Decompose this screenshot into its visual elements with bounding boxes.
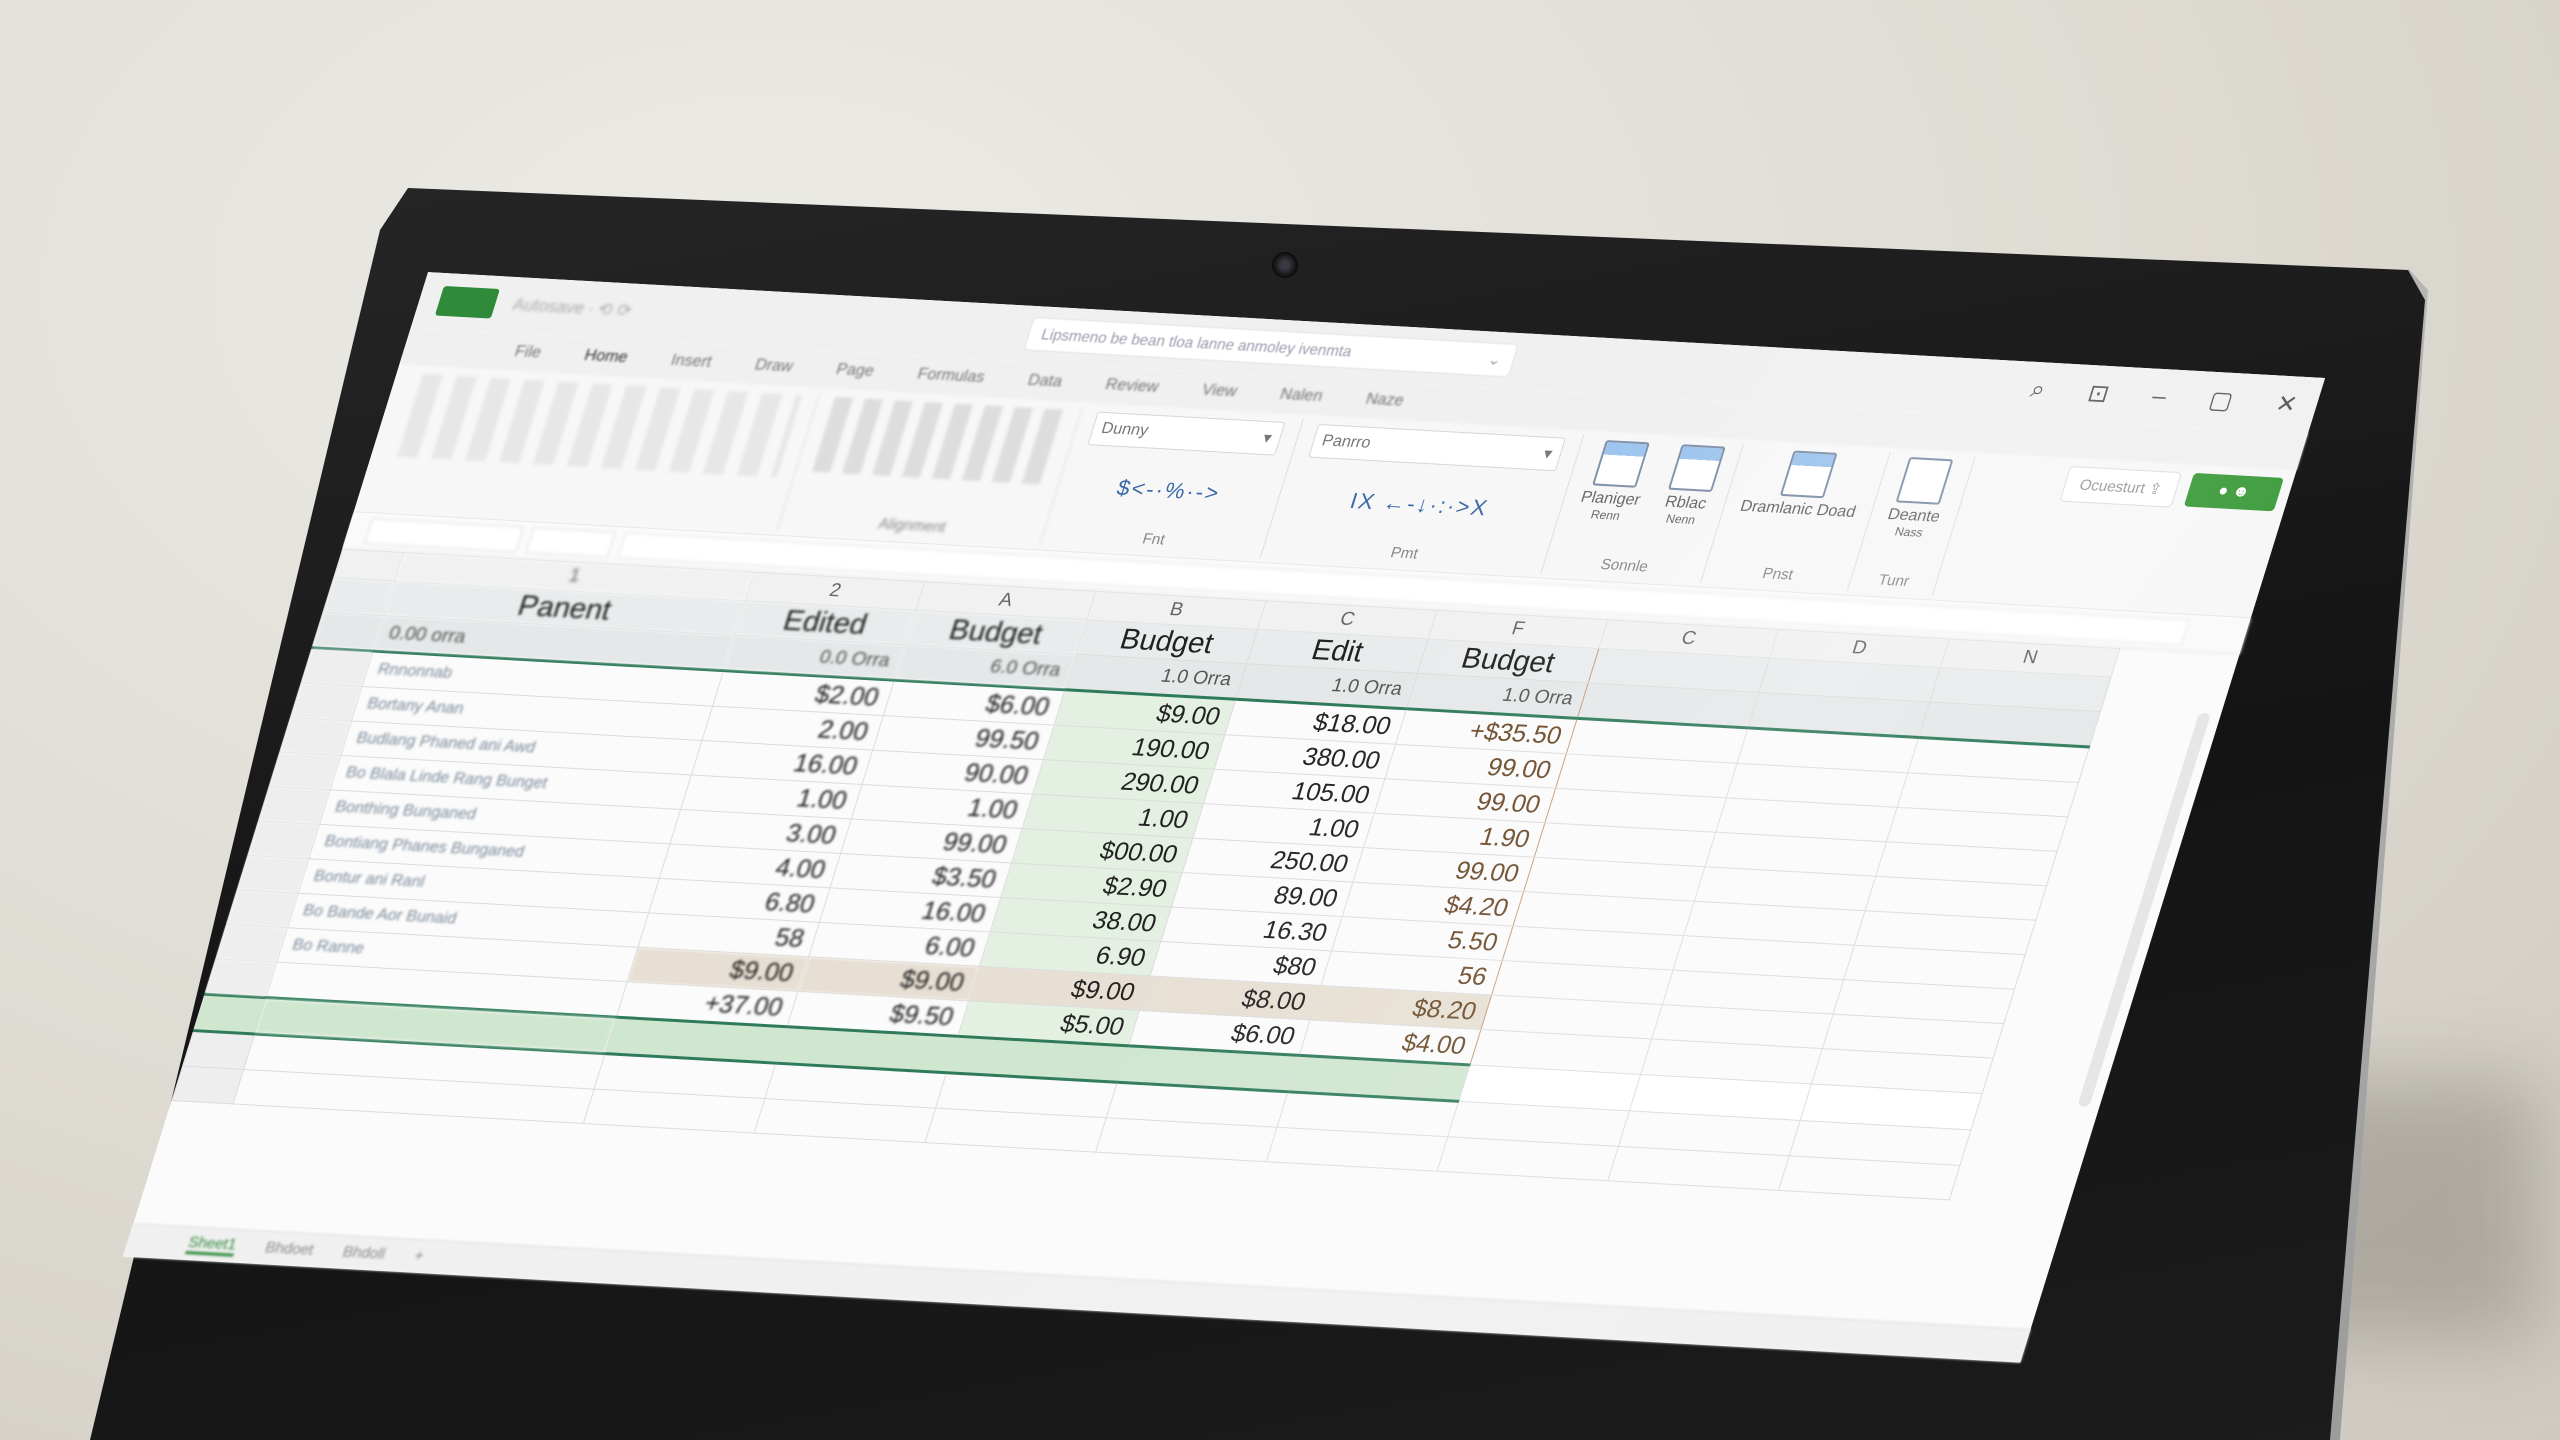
window-icon bbox=[1667, 444, 1726, 492]
corner-cell[interactable] bbox=[333, 549, 404, 582]
row-header[interactable] bbox=[204, 958, 277, 998]
row-header[interactable] bbox=[301, 647, 374, 687]
button-sublabel: Nass bbox=[1893, 524, 1925, 540]
button-label: Planiger bbox=[1578, 488, 1643, 509]
sheet-tab[interactable]: Sheet1 bbox=[185, 1233, 239, 1257]
style-dropdown[interactable]: Panrro ▾ bbox=[1308, 423, 1567, 472]
box-icon bbox=[1895, 457, 1954, 505]
window-controls: ⌕ ⊡ – ▢ ✕ bbox=[2027, 375, 2301, 418]
button-label: Ocuesturt bbox=[2077, 476, 2148, 497]
tab-nalen[interactable]: Nalen bbox=[1277, 385, 1325, 405]
search-icon[interactable]: ⌕ bbox=[2027, 375, 2050, 403]
share-icon: ⇪ bbox=[2146, 480, 2165, 498]
tab-data[interactable]: Data bbox=[1025, 371, 1065, 391]
share-button[interactable]: ● ☻ bbox=[2183, 472, 2284, 512]
row-header[interactable] bbox=[312, 612, 385, 652]
chevron-down-icon: ⌄ bbox=[1485, 351, 1504, 369]
tab-page[interactable]: Page bbox=[833, 361, 877, 380]
style-buttons[interactable]: IX ←-↓·:·>X bbox=[1347, 488, 1493, 521]
row-header[interactable] bbox=[290, 683, 363, 721]
close-icon[interactable]: ✕ bbox=[2272, 390, 2301, 418]
row-header[interactable] bbox=[279, 717, 352, 756]
rblac-button[interactable]: Rblac Nenn bbox=[1657, 444, 1726, 527]
row-header[interactable] bbox=[323, 577, 395, 616]
chevron-down-icon: ▾ bbox=[1541, 445, 1555, 463]
spreadsheet-window: Autosave ∙ ⟲ ⟳ Lipsmeno be bean tloa lan… bbox=[123, 272, 2326, 1363]
button-label: Deante bbox=[1885, 506, 1943, 526]
button-label: Dramlanic Doad bbox=[1738, 497, 1858, 521]
group-label: Pnst bbox=[1760, 565, 1796, 584]
sheet-tab[interactable]: Bhdoet bbox=[263, 1239, 316, 1259]
people-icon: ● ☻ bbox=[2215, 482, 2253, 501]
quick-access-toolbar[interactable]: Autosave ∙ ⟲ ⟳ bbox=[510, 294, 635, 321]
tab-formulas[interactable]: Formulas bbox=[915, 365, 987, 387]
chevron-down-icon: ▾ bbox=[1260, 430, 1274, 448]
sheet-tabs: Sheet1 Bhdoet Bhdoll + bbox=[123, 1223, 2031, 1363]
data-table: 1 2 A B C F C D N Panent Edited Budget Budget Edit Bud… bbox=[171, 549, 2120, 1201]
row-header[interactable] bbox=[193, 994, 266, 1035]
dramlanic-doad-button[interactable]: Dramlanic Doad bbox=[1738, 449, 1873, 522]
formula-buttons[interactable] bbox=[525, 527, 616, 558]
ribbon-group-clipboard-font bbox=[365, 369, 821, 531]
number-format-buttons[interactable]: $<-·%·-> bbox=[1113, 475, 1225, 506]
comments-button[interactable]: Ocuesturt ⇪ bbox=[2059, 465, 2183, 508]
ribbon-group-number: Dunny ▾ $<-·%·-> Fnt bbox=[1040, 406, 1304, 558]
row-header[interactable] bbox=[258, 786, 331, 825]
group-label: Pmt bbox=[1388, 544, 1421, 563]
row-header[interactable] bbox=[269, 751, 341, 790]
button-sublabel: Renn bbox=[1589, 507, 1622, 523]
sheet-tab[interactable]: Bhdoll bbox=[340, 1243, 388, 1263]
name-box[interactable] bbox=[364, 518, 524, 553]
title-search-text: Lipsmeno be bean tloa lanne anmoley iven… bbox=[1039, 325, 1355, 361]
tab-naze[interactable]: Naze bbox=[1363, 390, 1407, 410]
dropdown-value: Panrro bbox=[1319, 432, 1373, 452]
ribbon-group-styles: Panrro ▾ IX ←-↓·:·>X Pmt bbox=[1260, 419, 1585, 574]
row-header[interactable] bbox=[182, 1030, 255, 1070]
row-header[interactable] bbox=[247, 820, 320, 859]
row-header[interactable] bbox=[215, 924, 288, 963]
app-logo[interactable] bbox=[434, 285, 500, 319]
window-icon bbox=[1779, 450, 1838, 499]
tab-home[interactable]: Home bbox=[582, 347, 631, 367]
button-label: Rblac bbox=[1662, 493, 1709, 513]
deante-button[interactable]: Deante Nass bbox=[1881, 457, 1958, 541]
sheet-tab[interactable]: + bbox=[412, 1247, 426, 1266]
minimize-icon[interactable]: – bbox=[2148, 382, 2171, 410]
tab-view[interactable]: View bbox=[1199, 381, 1240, 401]
row-header[interactable] bbox=[172, 1066, 244, 1104]
table-icon bbox=[1592, 440, 1651, 488]
worksheet-grid: 1 2 A B C F C D N Panent Edited Budget Budget Edit Bud… bbox=[171, 549, 2239, 1207]
group-label: Fnt bbox=[1140, 530, 1168, 549]
button-sublabel: Nenn bbox=[1664, 511, 1698, 528]
vertical-scrollbar[interactable] bbox=[2077, 712, 2212, 1108]
tab-insert[interactable]: Insert bbox=[668, 351, 714, 371]
number-format-dropdown[interactable]: Dunny ▾ bbox=[1087, 411, 1286, 456]
row-header[interactable] bbox=[237, 855, 309, 894]
tab-file[interactable]: File bbox=[512, 343, 544, 362]
ribbon-group-alignment: Alignment bbox=[777, 392, 1084, 546]
share-area: Ocuesturt ⇪ ● ☻ bbox=[2029, 462, 2285, 613]
maximize-icon[interactable]: ▢ bbox=[2205, 386, 2237, 415]
group-label: Sonnle bbox=[1598, 556, 1651, 576]
group-label: Alignment bbox=[876, 515, 948, 537]
ribbon-display-icon[interactable]: ⊡ bbox=[2084, 379, 2113, 408]
tab-draw[interactable]: Draw bbox=[752, 356, 796, 376]
row-header[interactable] bbox=[226, 889, 299, 928]
dropdown-value: Dunny bbox=[1099, 419, 1151, 440]
planiger-button[interactable]: Planiger Renn bbox=[1574, 440, 1658, 524]
webcam bbox=[1272, 252, 1298, 278]
group-label: Tunr bbox=[1876, 571, 1912, 591]
tab-review[interactable]: Review bbox=[1103, 376, 1161, 396]
